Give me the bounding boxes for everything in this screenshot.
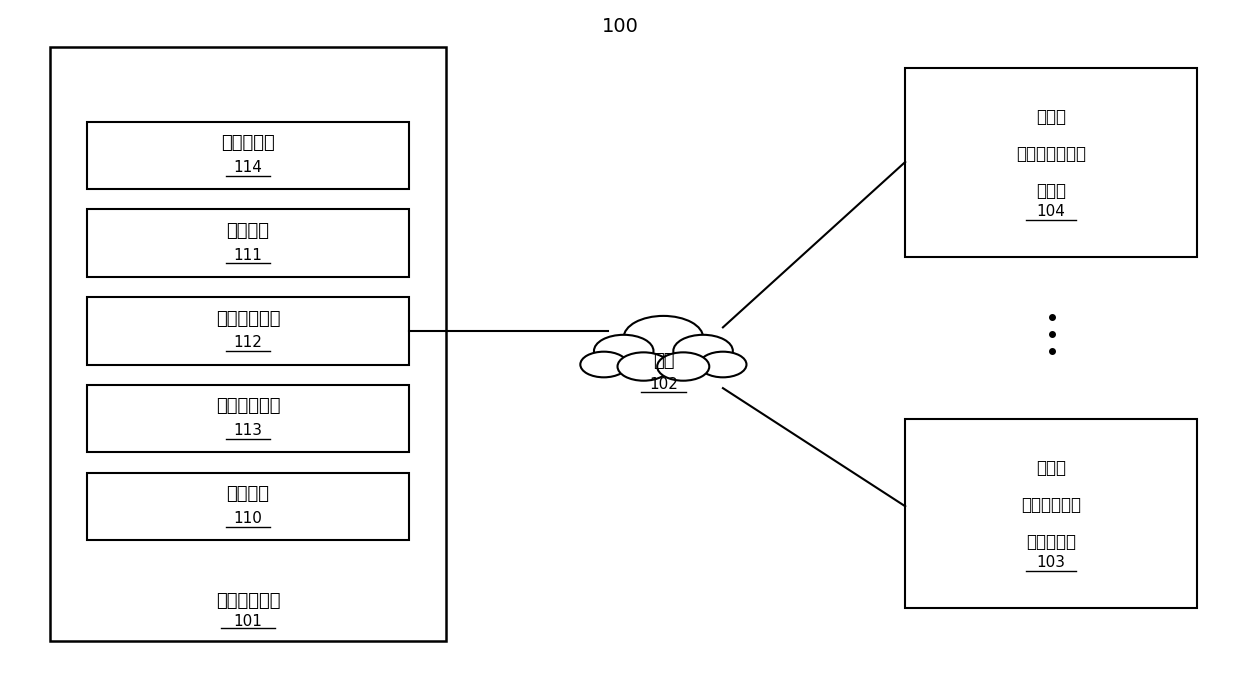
FancyBboxPatch shape	[87, 297, 409, 364]
Text: 服务器: 服务器	[1035, 108, 1066, 126]
FancyBboxPatch shape	[87, 209, 409, 277]
Text: 控制系统: 控制系统	[227, 222, 269, 240]
Text: 112: 112	[233, 335, 263, 350]
Text: 110: 110	[233, 511, 263, 526]
Text: 分析系统）: 分析系统）	[1025, 533, 1076, 551]
Text: 自动驾驶车辆: 自动驾驶车辆	[216, 592, 280, 610]
FancyBboxPatch shape	[87, 385, 409, 452]
Text: （例如，地图和: （例如，地图和	[1016, 145, 1086, 163]
Text: 104: 104	[1037, 204, 1065, 219]
FancyBboxPatch shape	[50, 47, 446, 641]
Circle shape	[657, 352, 709, 381]
Text: 决定系统: 决定系统	[227, 485, 269, 503]
Text: 113: 113	[233, 423, 263, 438]
Circle shape	[673, 335, 733, 367]
Text: 100: 100	[601, 18, 639, 36]
Text: （例如，数据: （例如，数据	[1021, 496, 1081, 514]
Text: 101: 101	[233, 614, 263, 628]
Text: 用户界面系统: 用户界面系统	[216, 398, 280, 415]
Text: 103: 103	[1037, 555, 1065, 570]
Text: 102: 102	[649, 377, 678, 392]
FancyBboxPatch shape	[905, 68, 1197, 256]
Circle shape	[699, 352, 746, 377]
Text: 传感器系统: 传感器系统	[221, 134, 275, 152]
Text: 位置）: 位置）	[1035, 182, 1066, 200]
Circle shape	[580, 352, 627, 377]
FancyBboxPatch shape	[87, 472, 409, 540]
Text: 114: 114	[233, 160, 263, 175]
Text: 111: 111	[233, 248, 263, 263]
FancyBboxPatch shape	[905, 418, 1197, 608]
Circle shape	[624, 316, 703, 359]
Text: 无线通信系统: 无线通信系统	[216, 310, 280, 327]
Text: 服务器: 服务器	[1035, 459, 1066, 477]
Text: 网络: 网络	[652, 352, 675, 370]
Circle shape	[618, 352, 670, 381]
FancyBboxPatch shape	[87, 122, 409, 189]
Circle shape	[594, 335, 653, 367]
